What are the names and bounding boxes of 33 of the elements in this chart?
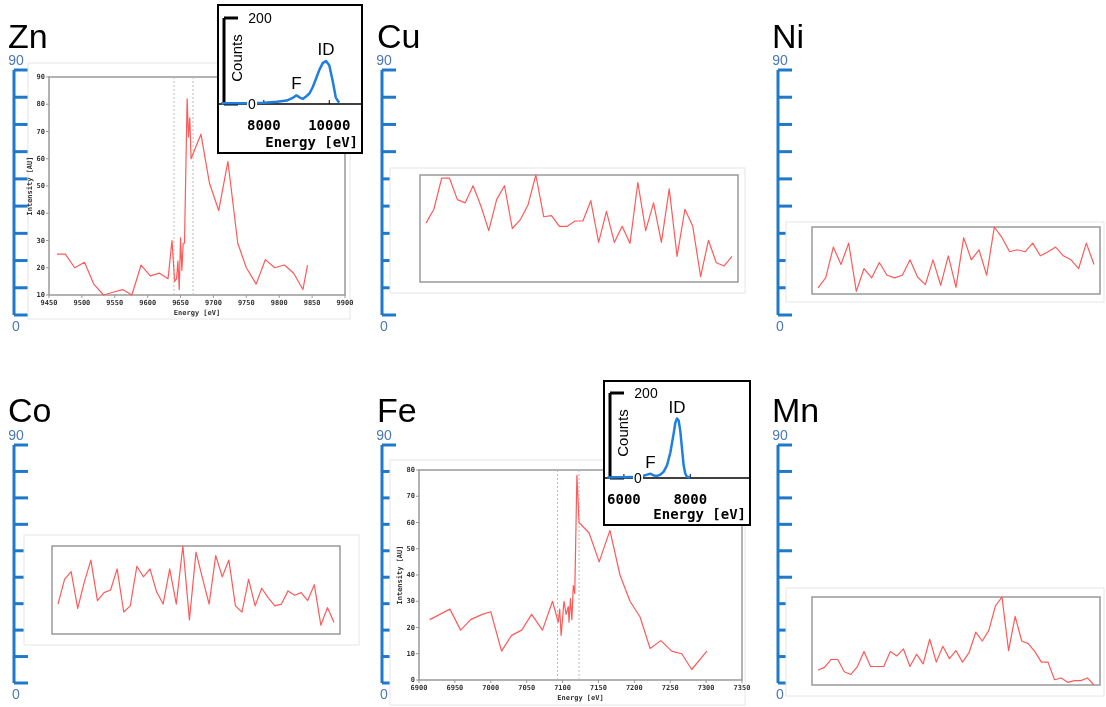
chart-title: Cu bbox=[377, 17, 421, 55]
x-tick-label: 8000 bbox=[246, 117, 281, 133]
x-tick-label: 8000 bbox=[673, 491, 708, 507]
text: 90 bbox=[376, 52, 392, 68]
annotation: F bbox=[291, 74, 302, 94]
y-tick-label: 200 bbox=[634, 385, 658, 401]
y-axis-title: Counts bbox=[228, 34, 245, 82]
text: 90 bbox=[8, 52, 24, 68]
text: 90 bbox=[8, 427, 24, 443]
y-axis-title: Counts bbox=[614, 409, 631, 457]
x-axis-title: Energy [eV] bbox=[265, 134, 358, 150]
text: 0 bbox=[12, 686, 21, 702]
annotation: ID bbox=[668, 397, 686, 417]
chart-title: Zn bbox=[8, 17, 48, 55]
text: 90 bbox=[772, 52, 788, 68]
annotation: ID bbox=[317, 40, 335, 59]
annotation: F bbox=[645, 452, 656, 472]
x-axis-title: Energy [eV] bbox=[653, 506, 746, 522]
text: 0 bbox=[776, 686, 785, 702]
chart-title: Ni bbox=[772, 17, 805, 55]
x-tick-label: 6000 bbox=[607, 491, 641, 507]
text: 0 bbox=[12, 318, 21, 334]
x-tick-label: 10000 bbox=[308, 117, 351, 133]
text: 0 bbox=[380, 318, 389, 334]
line-series bbox=[429, 474, 708, 671]
text: 90 bbox=[772, 427, 788, 443]
y-tick-label: 200 bbox=[248, 10, 272, 26]
text: 90 bbox=[376, 427, 392, 443]
chart-title: Co bbox=[8, 391, 52, 429]
text: 0 bbox=[380, 686, 389, 702]
chart-title: Mn bbox=[772, 391, 820, 429]
chart-title: Fe bbox=[377, 391, 417, 429]
text: 0 bbox=[776, 318, 785, 334]
